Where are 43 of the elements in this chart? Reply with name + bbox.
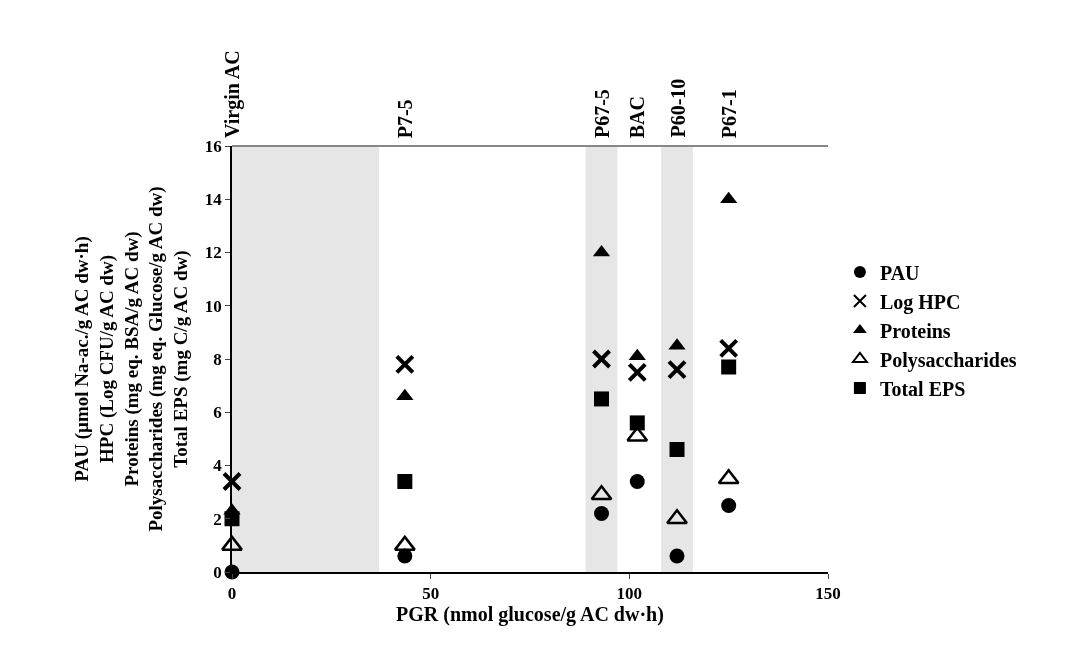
y-tick-label: 2 <box>213 509 222 529</box>
y-tick-label: 14 <box>204 190 223 210</box>
y-axis-title: PAU (µmol Na-ac./g AC dw·h) HPC (Log CFU/g AC dw) Proteins (mg eq. BSA/g AC dw) Polysaccharides (mg eq. Glucose/g AC dw) Total EPS (mg C/g AC dw) <box>71 186 193 532</box>
point <box>222 471 242 492</box>
text: Virgin AC <box>221 50 244 138</box>
x-tick-label: 100 <box>616 584 643 604</box>
y-tick-label: 10 <box>204 296 222 316</box>
legend-label: Log HPC <box>879 290 961 314</box>
y-tick-label: 4 <box>213 456 223 476</box>
text: BAC <box>626 96 649 139</box>
point <box>594 505 610 521</box>
y-tick-label: 8 <box>213 349 222 369</box>
y-tick-label: 12 <box>204 243 222 263</box>
point <box>627 362 648 383</box>
point <box>721 359 737 375</box>
legend-label: Total EPS <box>879 377 966 400</box>
text: P67-5 <box>591 89 614 139</box>
point <box>394 354 415 375</box>
point <box>628 348 646 361</box>
point <box>397 473 413 489</box>
point <box>667 359 688 380</box>
point <box>718 338 739 359</box>
point <box>669 548 685 564</box>
point <box>591 349 612 369</box>
x-tick-label: 150 <box>815 584 841 604</box>
legend-label: Proteins <box>879 319 951 342</box>
y-tick-label: 0 <box>213 562 222 582</box>
text: P67-1 <box>718 89 741 139</box>
text: P60-10 <box>666 78 689 138</box>
point <box>396 388 414 401</box>
x-tick-label: 0 <box>227 584 237 604</box>
text: P7-5 <box>394 99 417 139</box>
point <box>669 442 685 458</box>
legend-label: Polysaccharides <box>879 348 1017 372</box>
x-tick-label: 50 <box>422 584 440 604</box>
point <box>594 391 610 407</box>
point <box>721 497 737 513</box>
y-tick-label: 16 <box>204 136 222 156</box>
x-axis-title: PGR (nmol glucose/g AC dw·h) <box>396 603 664 627</box>
point <box>629 473 645 489</box>
legend-label: PAU <box>879 261 920 284</box>
y-tick-label: 6 <box>213 403 222 423</box>
point <box>629 415 645 431</box>
